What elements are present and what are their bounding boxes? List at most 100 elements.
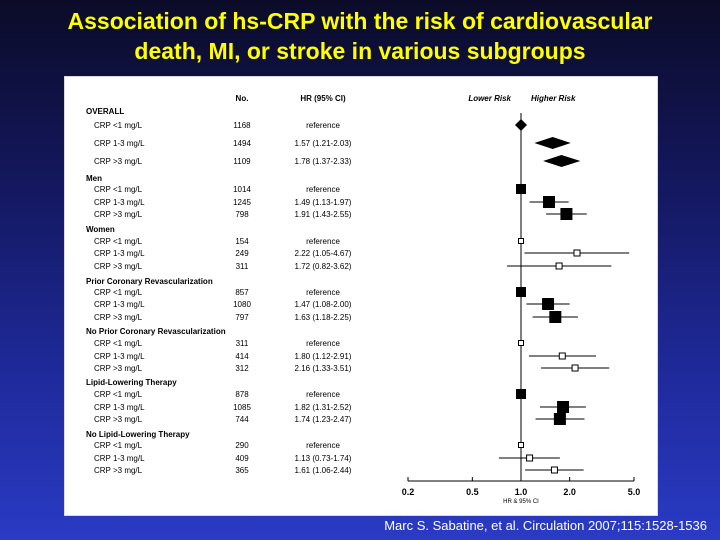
row-label: CRP <1 mg/L [94, 237, 143, 246]
row-n: 312 [235, 364, 249, 373]
row-hr-text: reference [306, 441, 340, 450]
row-hr-text: 1.13 (0.73-1.74) [295, 454, 352, 463]
row-hr-text: 1.78 (1.37-2.33) [295, 157, 352, 166]
estimate-diamond [534, 137, 571, 149]
estimate-square [516, 287, 526, 297]
estimate-square [558, 352, 566, 360]
estimate-square [550, 466, 558, 474]
x-tick-label: 0.5 [466, 487, 479, 497]
row-n: 249 [235, 249, 249, 258]
row-hr-text: 1.57 (1.21-2.03) [295, 139, 352, 148]
estimate-square [557, 401, 570, 413]
x-tick-label: 0.2 [402, 487, 415, 497]
row-label: CRP >3 mg/L [94, 157, 143, 166]
row-label: CRP <1 mg/L [94, 441, 143, 450]
row-n: 154 [235, 237, 249, 246]
row-n: 1109 [233, 157, 251, 166]
slide-title: Association of hs-CRP with the risk of c… [0, 6, 720, 66]
row-n: 409 [235, 454, 249, 463]
header-no: No. [236, 94, 249, 103]
group-label: Women [86, 225, 115, 234]
slide-title-line1: Association of hs-CRP with the risk of c… [67, 8, 653, 34]
row-hr-text: reference [306, 121, 340, 130]
row-hr-text: reference [306, 237, 340, 246]
row-hr-text: 1.61 (1.06-2.44) [295, 466, 352, 475]
row-n: 1168 [233, 121, 251, 130]
slide-title-line2: death, MI, or stroke in various subgroup… [134, 38, 586, 64]
row-hr-text: 1.72 (0.82-3.62) [295, 262, 352, 271]
x-tick-label: 2.0 [563, 487, 576, 497]
row-label: CRP <1 mg/L [94, 390, 143, 399]
estimate-diamond [515, 119, 527, 131]
x-tick-label: 5.0 [628, 487, 641, 497]
estimate-square [518, 442, 524, 448]
row-n: 1494 [233, 139, 251, 148]
estimate-square [555, 262, 563, 270]
row-label: CRP >3 mg/L [94, 364, 143, 373]
row-hr-text: 1.91 (1.43-2.55) [295, 210, 352, 219]
group-label: Lipid-Lowering Therapy [86, 378, 177, 387]
row-hr-text: 1.49 (1.13-1.97) [295, 198, 352, 207]
row-n: 744 [235, 415, 249, 424]
row-label: CRP <1 mg/L [94, 339, 143, 348]
row-hr-text: reference [306, 339, 340, 348]
row-n: 1014 [233, 185, 251, 194]
estimate-square [571, 364, 579, 372]
row-label: CRP <1 mg/L [94, 121, 143, 130]
row-hr-text: reference [306, 390, 340, 399]
estimate-diamond [543, 155, 581, 167]
row-n: 311 [236, 339, 249, 348]
row-hr-text: 1.47 (1.08-2.00) [295, 300, 352, 309]
row-label: CRP <1 mg/L [94, 185, 143, 194]
x-tick-label: 1.0 [515, 487, 528, 497]
row-label: CRP 1-3 mg/L [94, 403, 145, 412]
row-hr-text: 2.22 (1.05-4.67) [295, 249, 352, 258]
header-lower-risk: Lower Risk [468, 94, 511, 103]
group-label: No Lipid-Lowering Therapy [86, 430, 190, 439]
estimate-square [518, 340, 524, 346]
row-hr-text: 1.74 (1.23-2.47) [295, 415, 352, 424]
estimate-square [549, 311, 562, 323]
row-label: CRP >3 mg/L [94, 415, 143, 424]
row-label: CRP 1-3 mg/L [94, 454, 145, 463]
row-n: 857 [235, 288, 249, 297]
row-label: CRP 1-3 mg/L [94, 352, 145, 361]
row-hr-text: 2.16 (1.33-3.51) [295, 364, 352, 373]
estimate-square [542, 298, 555, 310]
group-label: Men [86, 174, 102, 183]
row-n: 1085 [233, 403, 251, 412]
row-n: 365 [235, 466, 249, 475]
row-n: 1080 [233, 300, 251, 309]
row-n: 311 [236, 262, 249, 271]
row-label: CRP >3 mg/L [94, 262, 143, 271]
row-label: CRP >3 mg/L [94, 313, 143, 322]
estimate-square [560, 208, 573, 220]
header-hr: HR (95% CI) [300, 94, 346, 103]
estimate-square [553, 413, 566, 425]
row-label: CRP 1-3 mg/L [94, 249, 145, 258]
row-n: 1245 [233, 198, 251, 207]
forest-plot: No. HR (95% CI) Lower Risk Higher Risk OVERA… [86, 94, 641, 505]
row-n: 798 [235, 210, 249, 219]
row-hr-text: reference [306, 185, 340, 194]
row-n: 290 [235, 441, 249, 450]
row-hr-text: 1.63 (1.18-2.25) [295, 313, 352, 322]
group-label: Prior Coronary Revascularization [86, 277, 213, 286]
x-axis-label: HR & 95% CI [503, 499, 539, 505]
group-label: No Prior Coronary Revascularization [86, 327, 226, 336]
estimate-square [518, 238, 524, 244]
row-label: CRP >3 mg/L [94, 466, 143, 475]
row-label: CRP 1-3 mg/L [94, 139, 145, 148]
group-label: OVERALL [86, 107, 124, 116]
row-hr-text: reference [306, 288, 340, 297]
row-label: CRP 1-3 mg/L [94, 300, 145, 309]
citation: Marc S. Sabatine, et al. Circulation 200… [384, 518, 707, 533]
row-n: 878 [235, 390, 249, 399]
row-hr-text: 1.80 (1.12-2.91) [295, 352, 352, 361]
row-label: CRP <1 mg/L [94, 288, 143, 297]
forest-plot-panel: No. HR (95% CI) Lower Risk Higher Risk OVERA… [64, 76, 658, 516]
row-label: CRP 1-3 mg/L [94, 198, 145, 207]
estimate-square [516, 184, 526, 194]
estimate-square [542, 196, 555, 208]
row-n: 414 [235, 352, 249, 361]
